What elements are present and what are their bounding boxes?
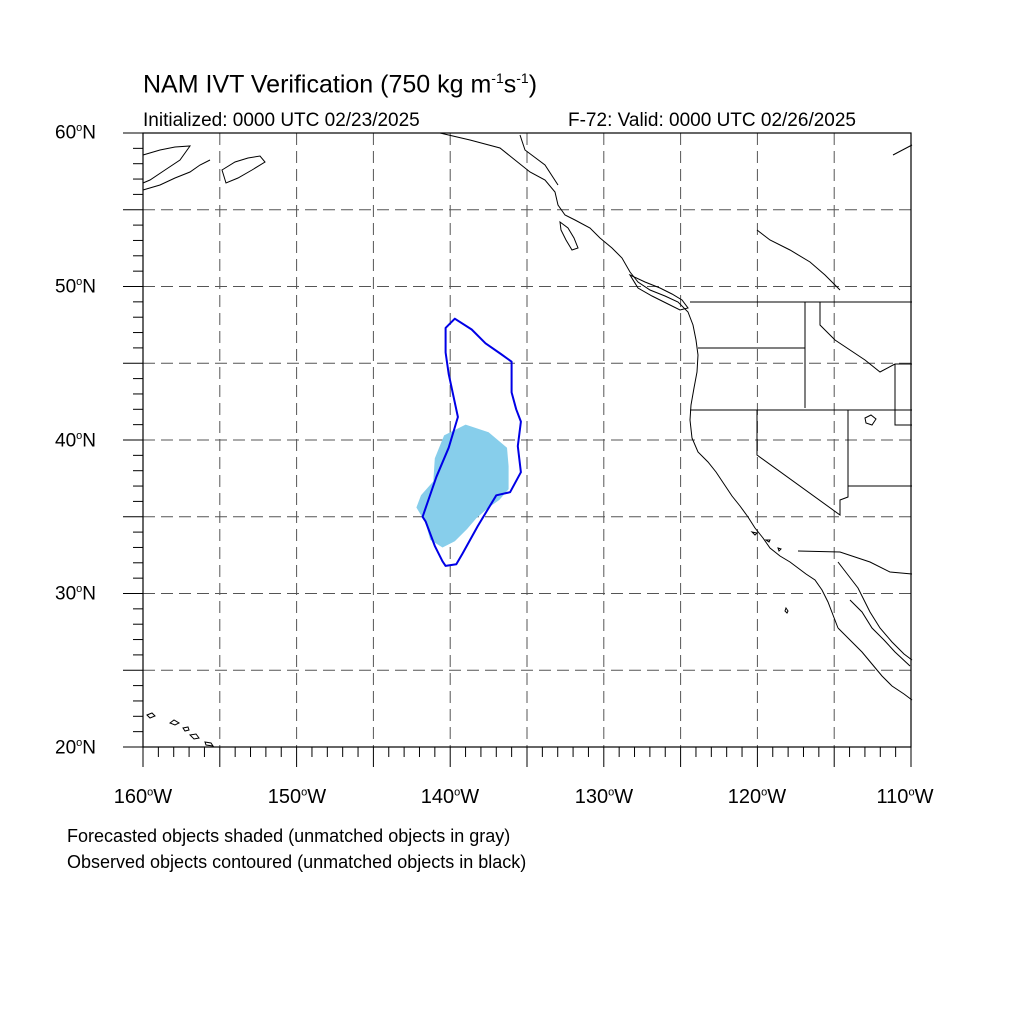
hudson-fragment <box>892 144 913 156</box>
alaska-coastline <box>142 145 192 184</box>
forecast-objects <box>416 424 509 548</box>
state-borders <box>690 302 912 516</box>
us-mexico-border <box>797 550 913 575</box>
lat-label-50: 50oN <box>55 276 96 298</box>
lake-fragment <box>864 414 877 426</box>
canada-interior-coast <box>756 229 841 291</box>
map-title: NAM IVT Verification (750 kg m-1s-1) <box>143 70 538 99</box>
valid-label: F-72: Valid: 0000 UTC 02/26/2025 <box>568 110 856 131</box>
legend-observed-note: Observed objects contoured (unmatched ob… <box>67 852 527 872</box>
vancouver-island <box>628 273 689 311</box>
initialized-label: Initialized: 0000 UTC 02/23/2025 <box>143 110 420 131</box>
lat-label-40: 40oN <box>55 430 96 452</box>
pacific-coastline <box>439 132 839 629</box>
observed-objects <box>421 317 522 567</box>
forecast-object-shape <box>416 424 509 548</box>
alaska-islands <box>221 155 266 184</box>
axis-ticks <box>123 132 912 767</box>
lon-label-120w: 120oW <box>727 786 787 808</box>
alaska-canada-border <box>519 134 559 186</box>
lon-label-110w: 110oW <box>876 786 934 808</box>
lon-label-140w: 140oW <box>420 786 480 808</box>
lat-label-60: 60oN <box>55 122 96 144</box>
legend-forecast-note: Forecasted objects shaded (unmatched obj… <box>67 826 511 846</box>
observed-object-contour <box>421 317 522 567</box>
graticule <box>143 133 911 747</box>
lon-label-130w: 130oW <box>574 786 634 808</box>
alaska-coastline <box>142 159 211 191</box>
lat-label-20: 20oN <box>55 737 96 759</box>
map-frame <box>142 132 912 748</box>
coastlines-and-borders <box>142 132 913 747</box>
hawaii-islands <box>146 712 215 747</box>
lat-label-30: 30oN <box>55 583 96 605</box>
lon-label-150w: 150oW <box>267 786 327 808</box>
haida-gwaii <box>559 220 579 251</box>
baja-coastline <box>837 627 913 701</box>
gulf-california-coast <box>837 561 913 661</box>
channel-islands <box>750 531 782 552</box>
guadalupe-island <box>784 606 789 614</box>
lon-label-160w: 160oW <box>113 786 173 808</box>
mexico-coast <box>849 599 911 667</box>
